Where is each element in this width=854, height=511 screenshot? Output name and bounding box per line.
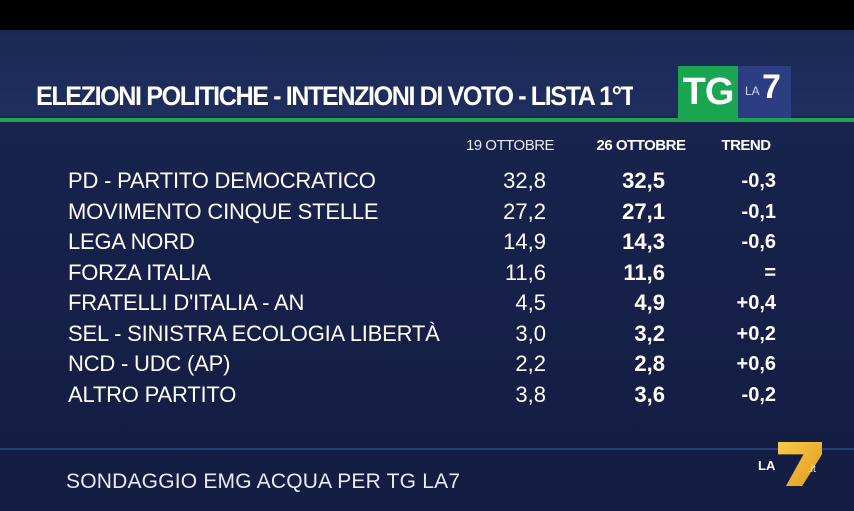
value-19-ottobre: 3,8 <box>515 381 546 407</box>
table-row: FORZA ITALIA 11,6 11,6 = <box>0 258 854 288</box>
trend-value: -0,1 <box>741 200 776 223</box>
value-26-ottobre: 27,1 <box>622 198 665 224</box>
watermark-la-text: LA <box>758 458 776 473</box>
party-name: FORZA ITALIA <box>68 259 211 285</box>
trend-value: +0,2 <box>736 322 776 345</box>
value-19-ottobre: 32,8 <box>503 168 546 193</box>
source-caption: SONDAGGIO EMG ACQUA PER TG LA7 <box>66 470 461 493</box>
party-name: NCD - UDC (AP) <box>68 351 231 376</box>
column-header-19-ottobre: 19 OTTOBRE <box>465 137 555 154</box>
footer-divider <box>0 448 854 450</box>
party-name: PD - PARTITO DEMOCRATICO <box>68 168 376 193</box>
value-26-ottobre: 3,2 <box>634 320 665 346</box>
value-26-ottobre: 14,3 <box>622 229 665 254</box>
table-row: SEL - SINISTRA ECOLOGIA LIBERTÀ 3,0 3,2 +0,… <box>0 319 854 349</box>
logo-la-text: LA <box>745 84 760 98</box>
trend-value: +0,6 <box>736 353 776 375</box>
party-name: SEL - SINISTRA ECOLOGIA LIBERTÀ <box>68 320 440 346</box>
value-26-ottobre: 11,6 <box>623 259 665 285</box>
trend-value: -0,2 <box>741 383 776 406</box>
trend-value: -0,6 <box>741 231 776 253</box>
table-row: FRATELLI D'ITALIA - AN 4,5 4,9 +0,4 <box>0 288 854 318</box>
logo-seven-text: 7 <box>762 68 781 106</box>
logo-tg-text: TG <box>678 66 738 118</box>
top-black-bar <box>0 0 854 30</box>
value-26-ottobre: 32,5 <box>622 168 665 193</box>
trend-value: +0,4 <box>736 292 776 314</box>
title-underline <box>0 118 854 122</box>
party-name: ALTRO PARTITO <box>68 381 237 407</box>
trend-value: -0,3 <box>741 170 776 192</box>
poll-screen: ELEZIONI POLITICHE - INTENZIONI DI VOTO … <box>0 30 854 511</box>
column-header-26-ottobre: 26 OTTOBRE <box>596 137 686 154</box>
value-19-ottobre: 3,0 <box>515 320 546 346</box>
value-19-ottobre: 2,2 <box>515 351 546 376</box>
column-header-trend: TREND <box>721 137 771 154</box>
table-row: NCD - UDC (AP) 2,2 2,8 +0,6 <box>0 349 854 379</box>
party-name: LEGA NORD <box>68 229 195 254</box>
page-title: ELEZIONI POLITICHE - INTENZIONI DI VOTO … <box>36 81 634 111</box>
table-row: ALTRO PARTITO 3,8 3,6 -0,2 <box>0 380 854 410</box>
table-row: PD - PARTITO DEMOCRATICO 32,8 32,5 -0,3 <box>0 166 854 196</box>
value-26-ottobre: 3,6 <box>634 381 665 407</box>
value-19-ottobre: 27,2 <box>503 198 546 224</box>
party-name: MOVIMENTO CINQUE STELLE <box>68 198 379 224</box>
watermark-it-text: .it <box>808 464 816 475</box>
value-26-ottobre: 2,8 <box>634 351 665 376</box>
value-19-ottobre: 11,6 <box>504 259 546 285</box>
value-19-ottobre: 14,9 <box>503 229 546 254</box>
table-row: LEGA NORD 14,9 14,3 -0,6 <box>0 227 854 257</box>
tg-la7-logo: TG LA 7 <box>678 66 791 118</box>
value-19-ottobre: 4,5 <box>515 290 546 315</box>
logo-la7-block: LA 7 <box>738 66 791 118</box>
table-row: MOVIMENTO CINQUE STELLE 27,2 27,1 -0,1 <box>0 197 854 227</box>
trend-value: = <box>764 261 776 284</box>
value-26-ottobre: 4,9 <box>634 290 665 315</box>
party-name: FRATELLI D'ITALIA - AN <box>68 290 305 315</box>
la7-watermark: LA .it <box>758 442 828 488</box>
